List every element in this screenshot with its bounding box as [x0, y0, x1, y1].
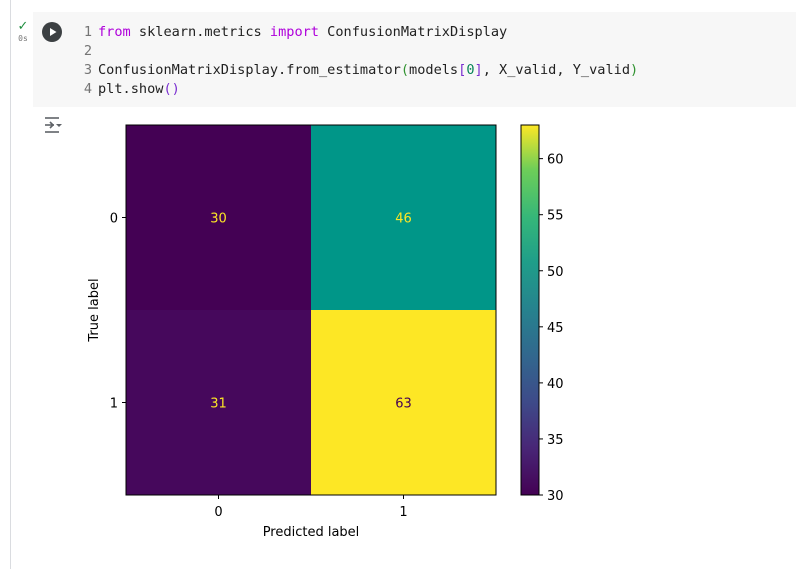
output-actions-icon [45, 117, 62, 133]
line-number: 4 [83, 81, 92, 97]
colorbar-tick-label: 50 [547, 265, 564, 280]
code-line: 4 plt.show() [33, 80, 180, 99]
code-token: ) [630, 62, 639, 78]
colorbar-tick-label: 35 [547, 433, 564, 448]
code-token: () [163, 81, 180, 97]
colorbar-tick-label: 30 [547, 489, 564, 504]
y-axis-label: True label [87, 278, 102, 342]
code-token: ConfusionMatrixDisplay [319, 24, 508, 40]
code-line: 2 [33, 42, 98, 61]
checkmark-icon: ✓ [17, 19, 29, 34]
cell-left-rule [10, 0, 11, 569]
code-token: sklearn.metrics [130, 24, 270, 40]
cell-value: 30 [210, 212, 227, 227]
code-token: ( [400, 62, 410, 78]
line-number: 2 [83, 43, 92, 59]
x-axis-label: Predicted label [263, 525, 360, 540]
cell-value: 46 [395, 212, 412, 227]
code-token: models [409, 62, 459, 78]
cell-value: 31 [210, 397, 227, 412]
execution-status: ✓ 0s [14, 20, 32, 44]
code-token: , X_valid, Y_valid [482, 62, 631, 78]
play-icon [50, 28, 57, 36]
code-token: 0 [466, 62, 475, 78]
colorbar-tick-label: 45 [547, 321, 564, 336]
code-token: from [98, 24, 131, 40]
code-line: 1 from sklearn.metrics import ConfusionMa… [33, 23, 507, 42]
matrix-cell [311, 125, 496, 310]
code-token: [ [458, 62, 467, 78]
code-token: plt.show [98, 81, 164, 97]
code-cell-editor[interactable]: 1 from sklearn.metrics import ConfusionMa… [33, 12, 796, 107]
output-actions-button[interactable] [42, 114, 64, 136]
execution-time: 0s [18, 34, 28, 43]
line-number: 3 [83, 62, 92, 78]
code-token: ] [474, 62, 483, 78]
colorbar [520, 124, 540, 496]
cell-value: 63 [395, 397, 412, 412]
y-tick-label: 1 [110, 397, 118, 412]
matrix-cell [126, 310, 311, 495]
code-token: import [269, 24, 319, 40]
run-cell-button[interactable] [42, 22, 62, 42]
line-number: 1 [83, 24, 92, 40]
plot-frame [125, 124, 497, 496]
colorbar-tick-label: 60 [547, 153, 564, 168]
code-token: ConfusionMatrixDisplay.from_estimator [98, 62, 401, 78]
x-tick-label: 1 [399, 505, 407, 520]
colorbar-tick-label: 40 [547, 377, 564, 392]
code-line: 3 ConfusionMatrixDisplay.from_estimator(m… [33, 61, 638, 80]
colorbar-tick-label: 55 [547, 209, 564, 224]
matrix-cell [311, 310, 496, 495]
y-tick-label: 0 [110, 212, 118, 227]
x-tick-label: 0 [214, 505, 222, 520]
matrix-cell [126, 125, 311, 310]
